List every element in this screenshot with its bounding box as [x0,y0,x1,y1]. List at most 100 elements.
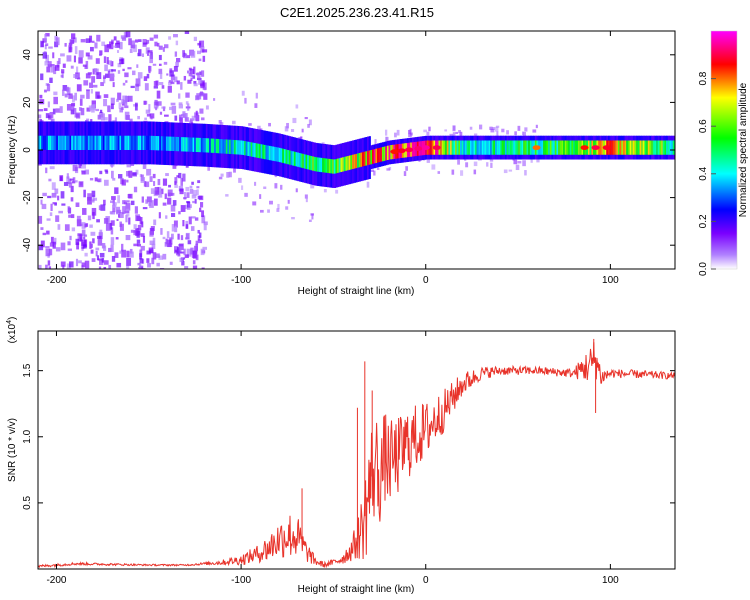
spectrogram-speckle [494,126,499,132]
spectrogram-speckle [171,105,177,114]
spectrogram-speckle [60,261,66,267]
spectrogram-speckle [158,255,163,260]
spectrogram-speckle [80,94,85,99]
spectrogram-core [305,154,308,169]
spectrogram-core [313,156,317,172]
spectrogram-speckle [96,219,100,223]
spectrogram-core [480,140,483,155]
spectrogram-speckle [197,239,203,244]
spectrogram-core [561,140,564,155]
spectrogram-speckle [513,159,518,165]
spectrogram-core [179,137,182,152]
spectrogram-core [614,140,617,155]
spectrogram-speckle [185,92,190,98]
spectrogram-core [529,140,533,155]
spectrogram-core [283,149,287,164]
spectrogram-speckle [89,241,92,249]
spectrogram-speckle [190,69,193,78]
spectrogram-speckle [140,177,146,183]
spectrogram-speckle [112,204,117,208]
spectrogram-speckle [158,68,163,75]
spectrogram-core [99,135,102,150]
spectrogram-speckle [200,83,205,87]
spectrogram-speckle [180,235,184,241]
spectrogram-speckle [277,203,280,210]
spectrogram-core [657,140,661,155]
spectrogram-speckle [125,234,131,241]
spectrogram-speckle [257,125,261,131]
spectrogram-speckle [139,217,143,225]
spectrogram-speckle [193,83,198,87]
spectrogram-core [554,140,558,155]
spectrogram-speckle [89,82,93,88]
spectrogram-speckle [110,97,115,105]
spectrogram-speckle [198,58,202,62]
spectrogram-speckle [405,166,408,171]
spectrogram-speckle [423,129,427,133]
spectrogram-speckle [89,177,94,181]
spectrogram-speckle [62,265,65,269]
spectrogram-speckle [195,254,199,261]
spectrogram-speckle [119,250,123,254]
spectrogram-speckle [179,257,184,263]
spectrogram-speckle [93,68,98,73]
spectrogram-core [81,135,84,150]
spectrogram-speckle [91,190,96,197]
spectrogram-speckle [119,108,124,113]
colorbar-tick-label: 0.8 [698,71,709,85]
spectrogram-speckle [51,118,55,123]
spectrogram-core [111,135,114,150]
spectrogram-speckle [184,266,189,269]
spectrogram-speckle [99,252,105,258]
spectrogram-core [235,140,238,155]
spectrogram-speckle [111,196,116,200]
spectrogram-core [139,135,142,150]
spectrogram-speckle [195,243,198,251]
spectrogram-core [42,135,46,150]
spectrogram-speckle [38,109,44,112]
spectrogram-speckle [143,42,148,45]
spectrogram-speckle [89,224,93,228]
spectrogram-speckle [174,115,178,121]
spectrogram-core [222,139,225,154]
spectrogram-speckle [143,162,147,169]
spectrogram-speckle [174,184,178,188]
spectrogram-speckle [38,244,44,251]
spectrogram-speckle [88,105,93,111]
spectrogram-speckle [191,194,197,199]
spectrogram-speckle [98,266,102,269]
spectrogram-speckle [147,50,153,53]
spectrogram-speckle [96,255,100,261]
spectrogram-speckle [76,242,80,250]
spectrogram-speckle [54,237,57,245]
spectrogram-speckle [178,172,182,179]
spectrogram-speckle [173,65,178,72]
spectrogram-speckle [135,78,141,87]
spectrogram-speckle [241,90,245,96]
spectrogram-speckle [67,206,70,213]
spectrogram-speckle [184,31,190,35]
spectrogram-speckle [196,77,202,81]
spectrogram-speckle [501,128,505,133]
spectrogram-speckle [75,202,80,207]
spectrogram-speckle [44,89,47,93]
snr-plot: -200 -100 0 100 0.5 1.0 1.5 Height of straigh… [6,317,676,595]
spectrogram-core [318,157,322,172]
spectrogram-speckle [459,131,463,137]
spectrogram-speckle [149,176,153,182]
spectrogram-speckle [124,210,130,214]
spectrogram-speckle [186,206,191,210]
spectrogram-core [463,140,466,155]
spectrogram-speckle [110,237,115,245]
spectrogram-core [360,152,363,167]
spectrogram-core [573,140,576,155]
spectrogram-speckle [91,40,95,43]
spectrogram-core [501,140,504,155]
spectrogram-speckle [176,57,181,63]
spectrogram-core [199,137,202,153]
spectrogram-speckle [190,226,195,231]
spectrogram-core [353,154,356,169]
spectrogram-speckle [99,229,103,238]
spectrogram-core [337,158,340,173]
spectrogram-core [370,150,373,165]
